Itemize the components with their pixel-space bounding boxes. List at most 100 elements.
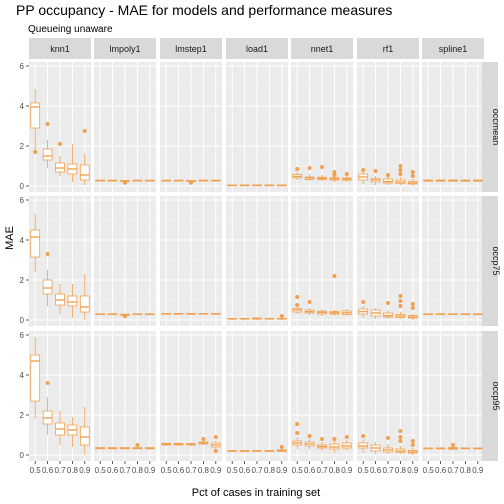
box-0.5 — [30, 89, 41, 154]
box-0.7 — [120, 447, 130, 450]
box-0.8 — [198, 437, 209, 445]
outlier-point — [386, 301, 390, 305]
boxplot-group-occp95-lmstep1 — [161, 435, 221, 453]
panel-occmean-spline1 — [422, 62, 484, 192]
outlier-point — [361, 434, 366, 438]
panel-occp95-load1 — [226, 331, 288, 461]
x-tick-label: 0.7 — [251, 466, 263, 475]
y-tick-label: 4 — [20, 102, 25, 111]
box-0.6 — [304, 166, 315, 181]
box-0.9 — [276, 184, 287, 187]
y-tick-label: 6 — [20, 331, 25, 340]
box-0.5 — [292, 295, 303, 314]
outlier-point — [307, 166, 312, 170]
box-0.9 — [407, 170, 418, 186]
outlier-point — [398, 164, 403, 168]
box-0.9 — [276, 314, 287, 320]
box-0.8 — [132, 443, 143, 450]
box-0.9 — [341, 172, 352, 182]
box-iqr — [42, 279, 53, 295]
x-tick-label: 0.7 — [447, 466, 459, 475]
x-tick-label: 0.9 — [276, 466, 288, 475]
outlier-point — [45, 381, 50, 385]
row-strip-label: occp95 — [491, 381, 501, 410]
outlier-point — [45, 122, 50, 126]
facet-strip-nnet1 — [291, 38, 353, 59]
box-0.6 — [304, 434, 315, 449]
outlier-point — [344, 172, 349, 176]
outlier-point — [398, 172, 403, 176]
outlier-point — [410, 306, 415, 310]
box-0.9 — [276, 445, 287, 452]
y-tick-label: 6 — [20, 62, 25, 71]
boxplot-group-occp75-spline1 — [423, 313, 483, 316]
box-0.6 — [42, 252, 53, 306]
chart-subtitle: Queueing unaware — [28, 24, 113, 35]
x-tick-label: 0.9 — [144, 466, 156, 475]
outlier-point — [279, 445, 284, 449]
box-0.5 — [161, 179, 172, 182]
box-0.9 — [79, 407, 90, 455]
boxplot-group-occp95-rf1 — [358, 429, 418, 455]
outlier-point — [189, 180, 193, 185]
box-0.7 — [448, 313, 458, 316]
box-iqr — [79, 295, 90, 313]
y-tick-label: 2 — [20, 276, 25, 285]
box-0.8 — [67, 144, 78, 182]
outlier-point — [451, 443, 455, 447]
outlier-point — [58, 142, 62, 146]
x-tick-label: 0.7 — [185, 466, 197, 475]
box-0.5 — [423, 179, 434, 182]
y-axis-title: MAE — [4, 226, 16, 250]
boxplot-group-occmean-rf1 — [358, 164, 418, 186]
box-0.7 — [317, 437, 327, 451]
box-0.8 — [329, 274, 340, 316]
facet-strip-label: load1 — [246, 44, 268, 54]
box-0.9 — [210, 179, 221, 182]
x-tick-label: 0.7 — [316, 466, 328, 475]
boxplot-group-occmean-knn1 — [30, 89, 90, 185]
boxplot-group-occmean-lmpoly1 — [95, 179, 155, 185]
outlier-point — [123, 314, 127, 319]
panel-occmean-lmstep1 — [160, 62, 222, 192]
outlier-point — [295, 295, 300, 299]
box-0.6 — [107, 447, 118, 450]
boxplot-group-occmean-spline1 — [423, 179, 483, 182]
panel-occp95-lmpoly1 — [94, 331, 156, 461]
box-0.6 — [107, 179, 118, 182]
facet-strip-label: rf1 — [383, 44, 394, 54]
outlier-point — [398, 429, 403, 433]
boxplot-group-occp75-knn1 — [30, 214, 90, 320]
outlier-point — [320, 165, 324, 169]
box-0.6 — [239, 450, 250, 452]
facet-strip-lmpoly1 — [94, 38, 156, 59]
y-tick-label: 2 — [20, 411, 25, 420]
x-tick-label: 0.5 — [161, 466, 173, 475]
y-tick-label: 0 — [20, 182, 25, 191]
outlier-point — [373, 169, 378, 173]
x-tick-label: 0.5 — [30, 466, 42, 475]
boxplot-group-occp75-load1 — [227, 314, 287, 320]
outlier-point — [398, 299, 403, 303]
outlier-point — [295, 422, 300, 426]
boxplot-group-occp95-lmpoly1 — [95, 443, 155, 450]
x-tick-label: 0.7 — [382, 466, 394, 475]
box-0.9 — [472, 313, 483, 316]
y-tick-label: 6 — [20, 196, 25, 205]
box-0.5 — [227, 317, 238, 320]
outlier-point — [398, 294, 403, 298]
panel-occp75-load1 — [226, 196, 288, 326]
outlier-point — [398, 435, 403, 439]
box-0.9 — [472, 179, 483, 182]
x-tick-label: 0.7 — [54, 466, 66, 475]
box-0.7 — [383, 436, 393, 454]
outlier-point — [410, 174, 415, 178]
x-tick-label: 0.6 — [435, 466, 447, 475]
row-strip-label: occp75 — [491, 246, 501, 275]
box-0.8 — [264, 450, 275, 452]
box-0.8 — [264, 184, 275, 187]
box-0.7 — [120, 180, 130, 185]
box-0.7 — [55, 411, 65, 445]
outlier-point — [410, 302, 415, 306]
